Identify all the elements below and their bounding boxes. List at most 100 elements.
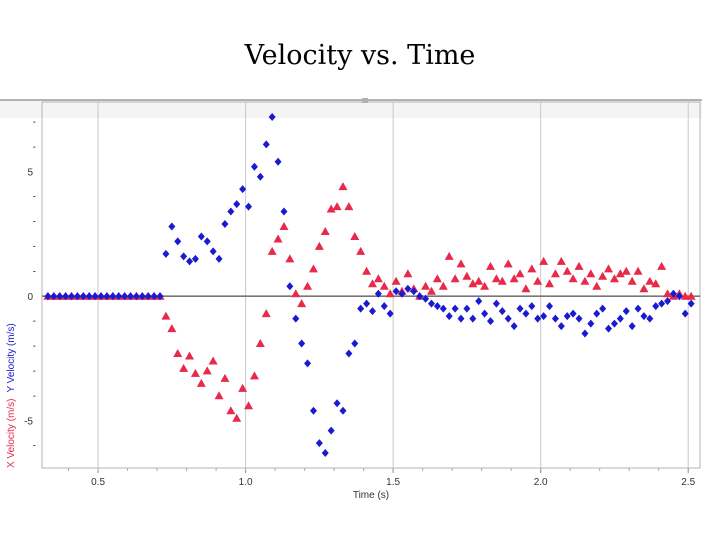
y-minor-tick: - [33,441,36,452]
x-velocity-point [592,281,602,290]
x-velocity-point [314,241,324,250]
x-velocity-point [432,274,442,283]
x-velocity-point [556,256,566,265]
y-velocity-point [363,299,371,308]
y-velocity-point [551,314,559,323]
x-velocity-point [379,281,389,290]
y-velocity-point [256,172,264,181]
y-velocity-point [481,309,489,318]
x-velocity-point [190,368,200,377]
y-velocity-point [274,157,282,166]
x-velocity-point [320,226,330,235]
y-velocity-point [233,200,241,209]
x-velocity-point [297,299,307,308]
y-velocity-point [357,304,365,313]
y-velocity-point [640,312,648,321]
y-velocity-point [593,309,601,318]
y-velocity-point [540,312,548,321]
y-velocity-point [492,299,500,308]
y-velocity-point [439,304,447,313]
y-minor-tick: - [33,241,36,252]
y-velocity-point [215,254,223,263]
y-velocity-point [368,307,376,316]
x-velocity-point [226,406,236,415]
y-velocity-point [622,307,630,316]
y-minor-tick: - [33,217,36,228]
chart-svg: 0.5 1.0 1.5 2.0 2.5 5 0 -5 - - - - - - - - - - - X Velocit… [0,98,702,501]
y-velocity-point [150,292,158,301]
x-velocity-point [521,284,531,293]
x-velocity-point [249,371,259,380]
x-velocity-point [503,259,513,268]
y-velocity-point [239,185,247,194]
y-velocity-point [616,314,624,323]
x-velocity-series [43,182,696,422]
y-velocity-point [68,292,76,301]
x-velocity-point [657,261,667,270]
x-velocity-point [308,264,318,273]
y-velocity-point [321,449,329,458]
x-velocity-point [332,202,342,211]
y-velocity-point [91,292,99,301]
x-velocity-point [220,373,230,382]
x-velocity-point [362,266,372,275]
y-velocity-point [180,252,188,261]
y-velocity-point [510,322,518,331]
y-velocity-point [469,314,477,323]
y-velocity-point [652,302,660,311]
x-velocity-point [196,378,206,387]
y-minor-tick: - [33,192,36,203]
x-velocity-point [338,182,348,191]
y-velocity-series [44,112,695,458]
y-velocity-point [221,220,229,228]
x-velocity-point [255,339,265,348]
y-velocity-point [605,324,613,333]
y-velocity-point [156,292,164,301]
y-velocity-point [262,140,270,149]
x-velocity-point [574,261,584,270]
y-velocity-point [327,426,335,435]
y-velocity-point [209,247,217,256]
y-velocity-point [422,294,430,303]
y-tick-label: 5 [27,168,33,179]
x-velocity-point [639,284,649,293]
x-velocity-point [545,279,555,288]
x-velocity-point [615,269,625,278]
y-velocity-point [79,292,87,301]
y-minor-tick: - [33,391,36,402]
x-velocity-point [303,281,313,290]
y-velocity-point [475,297,483,306]
y-velocity-point [587,319,595,328]
x-velocity-point [350,231,360,240]
y-velocity-point [557,322,565,331]
y-velocity-point [658,299,666,308]
y-velocity-point [97,292,105,301]
y-velocity-point [186,257,194,266]
y-velocity-point [687,299,695,308]
x-velocity-point [167,324,177,333]
x-velocity-point [238,383,248,392]
y-velocity-point [85,292,93,301]
plot-frame [41,101,701,469]
x-velocity-point [462,271,472,280]
y-velocity-point [528,302,536,311]
x-velocity-point [663,289,673,298]
slide-title: Velocity vs. Time [244,40,476,71]
y-velocity-point [280,207,288,216]
x-velocity-point [562,266,572,275]
x-velocity-point [232,413,242,422]
x-velocity-point [686,291,696,300]
x-velocity-point [373,274,383,283]
x-velocity-point [609,274,619,283]
y-velocity-point [315,439,323,448]
x-velocity-point [291,289,301,298]
y-minor-tick: - [33,117,36,128]
y-minor-tick: - [33,366,36,377]
y-velocity-point [298,339,306,348]
x-velocity-point [550,269,560,278]
y-velocity-point [109,292,117,301]
y-velocity-point [268,112,276,121]
y-minor-tick: - [33,142,36,153]
y-velocity-point [646,314,654,323]
x-velocity-point [568,274,578,283]
